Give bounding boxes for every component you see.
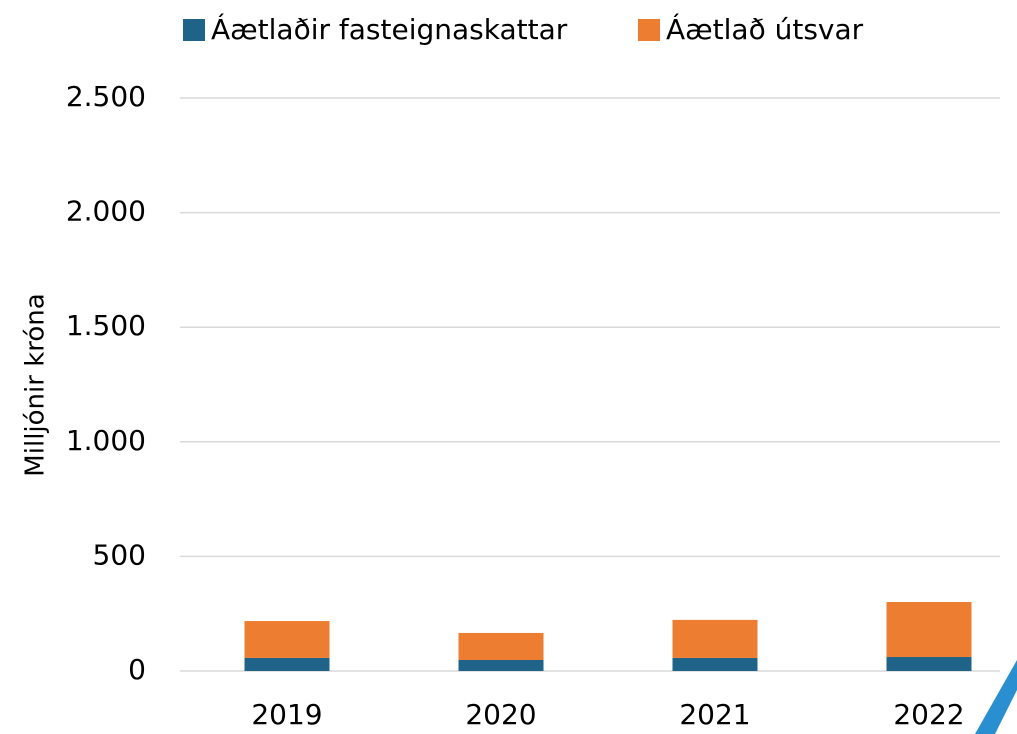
y-tick-label: 500	[93, 538, 146, 571]
legend-swatch	[183, 19, 205, 41]
bar-segment	[672, 619, 758, 658]
bar-segment	[672, 657, 758, 671]
x-tick-label: 2022	[893, 698, 964, 731]
y-tick-label: 0	[128, 653, 146, 686]
bar-segment	[244, 621, 330, 658]
y-tick-label: 1.500	[66, 309, 146, 342]
legend-swatch	[638, 19, 660, 41]
bar-segment	[244, 657, 330, 671]
legend-label: Áætlaðir fasteignaskattar	[211, 12, 568, 46]
y-axis-label: Milljónir króna	[21, 293, 51, 476]
y-tick-label: 2.000	[66, 195, 146, 228]
bar-segment	[458, 632, 544, 660]
x-tick-label: 2020	[465, 698, 536, 731]
y-tick-label: 1.000	[66, 424, 146, 457]
bar-segment	[458, 659, 544, 671]
bar-segment	[886, 657, 972, 671]
x-tick-label: 2021	[679, 698, 750, 731]
bar-segment	[886, 602, 972, 658]
x-tick-label: 2019	[251, 698, 322, 731]
corner-decoration	[995, 690, 1017, 734]
legend-label: Áætlað útsvar	[666, 12, 864, 46]
y-tick-label: 2.500	[66, 80, 146, 113]
